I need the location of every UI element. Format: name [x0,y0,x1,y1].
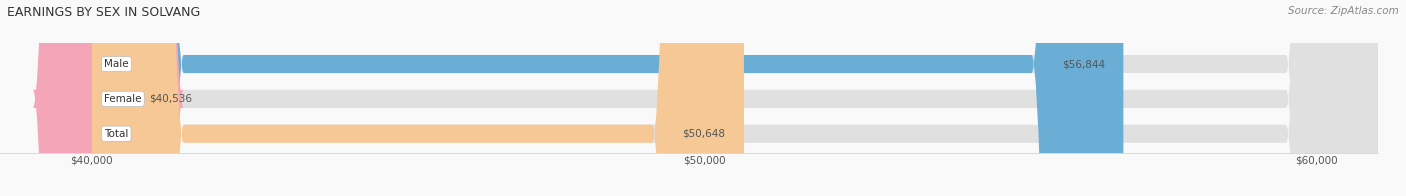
Text: EARNINGS BY SEX IN SOLVANG: EARNINGS BY SEX IN SOLVANG [7,6,200,19]
Text: Total: Total [104,129,128,139]
Text: $40,536: $40,536 [149,94,193,104]
Text: Source: ZipAtlas.com: Source: ZipAtlas.com [1288,6,1399,16]
Text: $56,844: $56,844 [1062,59,1105,69]
Text: Male: Male [104,59,129,69]
FancyBboxPatch shape [91,0,1378,196]
FancyBboxPatch shape [91,0,744,196]
FancyBboxPatch shape [91,0,1123,196]
FancyBboxPatch shape [91,0,1378,196]
Text: $50,648: $50,648 [682,129,725,139]
Text: Female: Female [104,94,142,104]
FancyBboxPatch shape [91,0,1378,196]
FancyBboxPatch shape [32,0,184,196]
